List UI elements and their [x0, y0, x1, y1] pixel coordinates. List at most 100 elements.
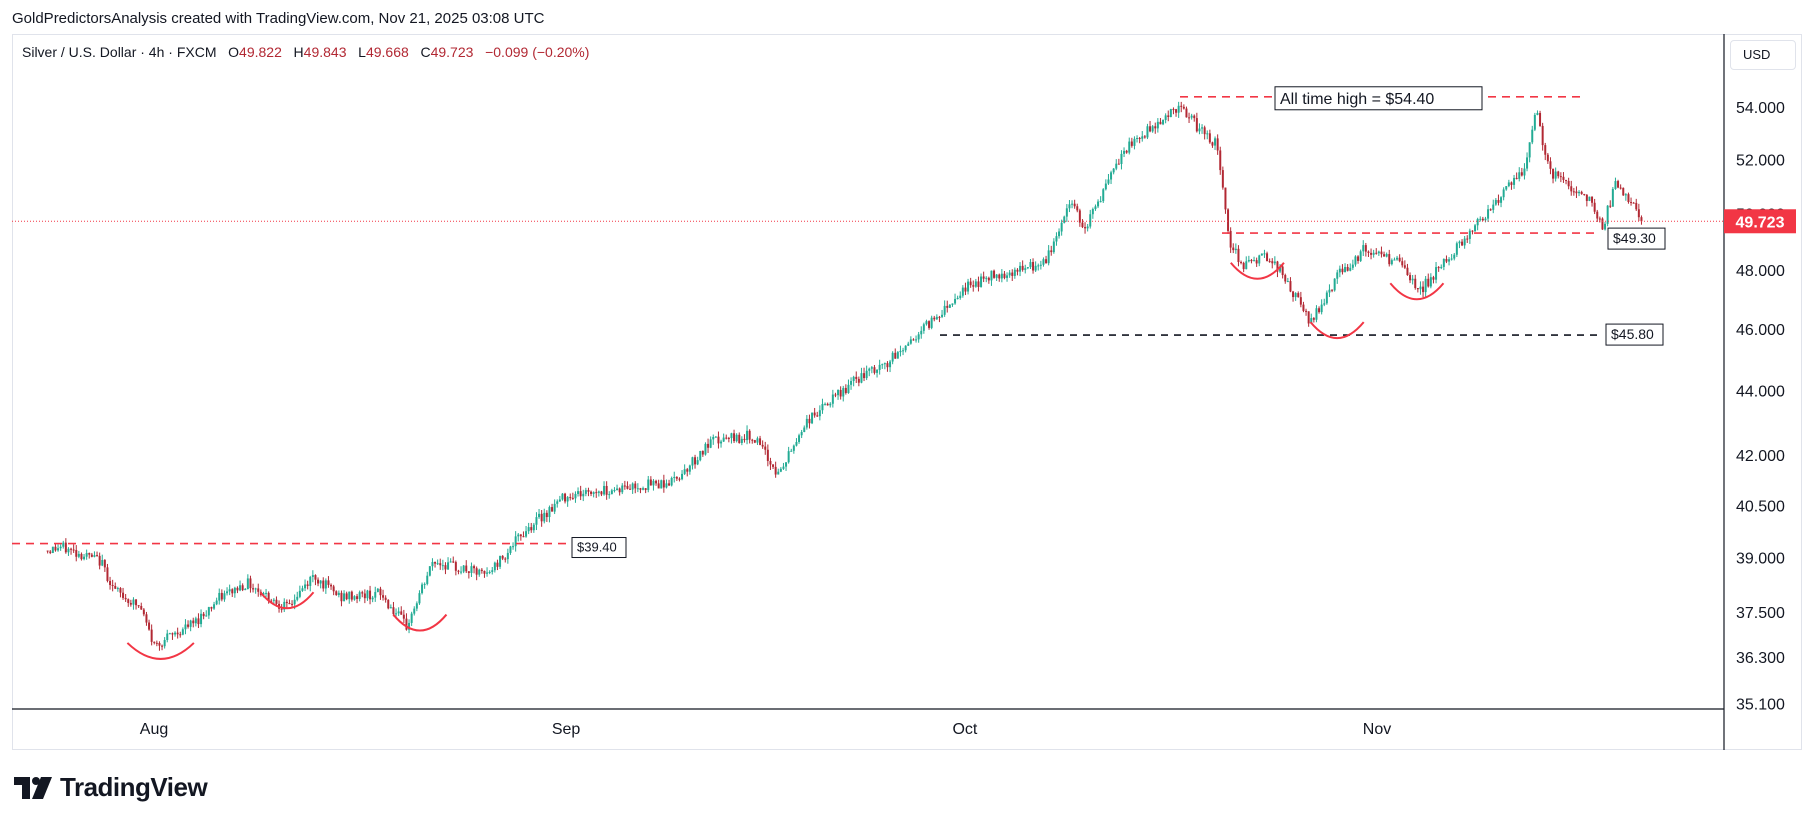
candle: [1375, 248, 1378, 255]
candle: [194, 616, 197, 627]
candle: [803, 425, 806, 433]
candle: [337, 590, 340, 598]
candle: [98, 552, 101, 570]
candle: [675, 476, 678, 482]
candle: [1437, 266, 1440, 272]
candle: [1359, 249, 1362, 263]
candle: [571, 492, 574, 500]
pattern-low-arc: [1309, 321, 1365, 339]
candle: [132, 597, 135, 610]
candle: [678, 477, 681, 482]
candle: [330, 583, 333, 590]
candle: [1091, 207, 1094, 219]
candle: [1632, 201, 1635, 204]
chart-frame: [12, 34, 1802, 750]
candle: [1546, 152, 1549, 164]
pattern-low-arc: [126, 642, 195, 660]
candle: [1136, 135, 1139, 143]
candle: [551, 503, 554, 512]
candle: [1133, 136, 1136, 150]
currency-button[interactable]: USD: [1730, 40, 1796, 70]
candle: [64, 538, 67, 554]
candle: [1432, 275, 1435, 284]
candle: [696, 456, 699, 466]
candle: [1609, 200, 1612, 209]
candle: [951, 303, 954, 307]
price-tick-label: 46.000: [1736, 322, 1785, 339]
candle: [564, 492, 567, 504]
level-49-30-label: $49.30: [1607, 227, 1666, 250]
price-tick-label: 40.500: [1736, 498, 1785, 515]
candle: [707, 438, 710, 453]
candle: [665, 479, 668, 489]
header-caption: GoldPredictorsAnalysis created with Trad…: [12, 10, 545, 27]
candle: [808, 414, 811, 429]
candle: [389, 604, 392, 609]
candle: [865, 365, 868, 381]
candle: [740, 436, 743, 446]
candle: [168, 632, 171, 635]
candle: [1110, 170, 1113, 185]
candle: [652, 479, 655, 491]
candle: [478, 568, 481, 577]
candle: [304, 579, 307, 592]
low-key: L: [358, 44, 366, 60]
candle: [639, 487, 642, 494]
candle: [870, 366, 873, 374]
candle: [1320, 299, 1323, 315]
candle: [699, 450, 702, 462]
candle: [361, 590, 364, 598]
candle: [1411, 274, 1414, 285]
pattern-low-arc: [392, 613, 448, 632]
candle: [1315, 305, 1318, 323]
candle: [694, 454, 697, 469]
candle: [426, 571, 429, 586]
candle: [486, 567, 489, 577]
low-value: 49.668: [365, 44, 409, 60]
candle: [579, 485, 582, 501]
candle: [553, 499, 556, 515]
candle: [166, 629, 169, 643]
candle: [1216, 134, 1219, 155]
candle: [857, 376, 860, 387]
candle: [488, 570, 491, 575]
candle: [714, 436, 717, 438]
candle: [1052, 238, 1055, 254]
candle: [1435, 261, 1438, 284]
candle: [1346, 264, 1349, 272]
candle: [67, 547, 70, 556]
candle: [480, 568, 483, 574]
candle: [1193, 114, 1196, 122]
candle: [1263, 249, 1266, 258]
candle: [1611, 187, 1614, 207]
candle: [1518, 167, 1521, 182]
candle: [717, 431, 720, 449]
candle: [1429, 273, 1432, 289]
candle: [353, 595, 356, 601]
candle: [961, 285, 964, 298]
candle: [124, 593, 127, 602]
candle: [371, 595, 374, 603]
candle: [1591, 196, 1594, 207]
candle: [631, 482, 634, 494]
candle: [987, 276, 990, 284]
candle: [1468, 228, 1471, 244]
tradingview-logo-icon: [14, 776, 52, 799]
candle: [517, 532, 520, 542]
candle: [574, 491, 577, 503]
candle: [587, 487, 590, 497]
candle: [1458, 240, 1461, 249]
candle: [1372, 249, 1375, 258]
candle: [525, 525, 528, 538]
candle: [982, 271, 985, 283]
candle: [1515, 172, 1518, 180]
candle: [535, 512, 538, 531]
candle: [766, 444, 769, 467]
candle: [959, 291, 962, 300]
candle: [512, 542, 515, 550]
tradingview-logo[interactable]: TradingView: [14, 772, 208, 803]
candle: [1141, 131, 1144, 142]
candle: [764, 441, 767, 455]
candle: [499, 555, 502, 570]
